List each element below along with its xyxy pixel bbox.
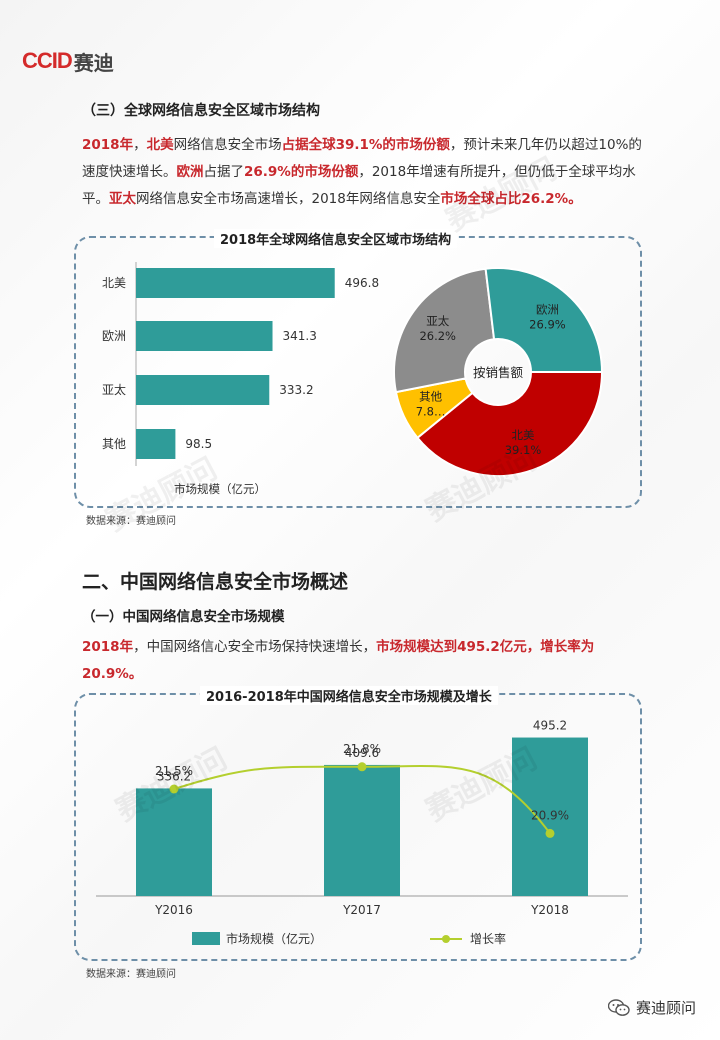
x-tick-label: Y2017	[342, 903, 381, 917]
chart-source-region: 数据来源：赛迪顾问	[86, 516, 176, 527]
axis-label: 市场规模（亿元）	[174, 482, 266, 496]
donut-slice	[393, 267, 496, 394]
bar-data-label: 336.2	[157, 769, 191, 783]
slice-label: 欧洲	[536, 302, 559, 316]
x-tick-label: Y2018	[530, 903, 569, 917]
donut-center-label: 按销售额	[473, 365, 524, 380]
slice-value: 7.8…	[416, 405, 446, 419]
bar	[136, 429, 176, 459]
bar	[136, 375, 270, 405]
highlight-text: 市场规模达到495.2亿元，增长率为20.9%。	[82, 639, 595, 682]
legend-bar-swatch	[192, 932, 220, 945]
line-data-label: 21.8%	[343, 742, 381, 756]
x-tick-label: Y2016	[154, 903, 193, 917]
data-label: 98.5	[185, 437, 212, 451]
wechat-icon	[607, 998, 630, 1016]
slice-label: 其他	[419, 390, 442, 404]
line-data-label: 21.5%	[155, 764, 193, 778]
growth-rate-point	[545, 828, 555, 838]
highlight-text: 欧洲	[176, 164, 204, 180]
data-label: 333.2	[279, 383, 313, 397]
legend-line-label: 增长率	[470, 931, 506, 946]
logo-brand-cn: 赛迪	[73, 50, 114, 75]
donut-slice	[416, 371, 604, 477]
paragraph-text: 网络信息安全市场高速增长，2018年网络信息安全	[136, 191, 441, 207]
bar-data-label: 495.2	[533, 719, 567, 733]
category-label: 亚太	[102, 382, 126, 397]
chart-title-china-size: 2016-2018年中国网络信息安全市场规模及增长	[200, 686, 498, 705]
section-subheading-china-size: （一）中国网络信息安全市场规模	[82, 609, 285, 625]
growth-rate-point	[169, 784, 179, 794]
wechat-account-badge: 赛迪顾问	[607, 997, 696, 1018]
chart-china-bar-line: 336.2 Y2016 409.6 Y2017 495.2 Y2018 21.5% 21.8%…	[96, 719, 628, 946]
category-label: 欧洲	[102, 329, 126, 343]
bar	[136, 268, 335, 298]
category-label: 北美	[102, 276, 126, 290]
section-paragraph-china: 2018年，中国网络信心安全市场保持快速增长，市场规模达到495.2亿元，增长率…	[82, 634, 634, 688]
paragraph-text: 占据了	[203, 164, 245, 180]
ccid-logo: CCID 赛迪	[22, 48, 114, 75]
highlight-text: 2018年	[82, 137, 134, 153]
slice-value: 26.9%	[529, 317, 566, 331]
highlight-text: 亚太	[109, 191, 136, 207]
data-label: 341.3	[283, 329, 317, 343]
bar	[324, 764, 400, 896]
slice-label: 亚太	[426, 314, 449, 328]
donut-slice	[484, 267, 604, 373]
paragraph-text: ，	[133, 137, 147, 153]
bar-data-label: 409.6	[345, 746, 379, 760]
highlight-text: 占据全球39.1%的市场份额	[281, 137, 450, 153]
slice-value: 26.2%	[419, 329, 456, 343]
chart-source-china: 数据来源：赛迪顾问	[86, 969, 176, 980]
chart-title-region-structure: 2018年全球网络信息安全区域市场结构	[214, 229, 458, 248]
category-label: 其他	[102, 437, 126, 451]
paragraph-text: ，2018年增速有所提升，但仍低于全球平均水平。	[82, 164, 636, 207]
legend-line-marker	[442, 935, 450, 943]
wechat-account-name: 赛迪顾问	[635, 999, 696, 1017]
legend-bar-label: 市场规模（亿元）	[226, 931, 322, 946]
slice-value: 39.1%	[505, 443, 542, 457]
highlight-text: 市场全球占比26.2%。	[440, 191, 582, 207]
data-label: 496.8	[345, 276, 379, 290]
bar	[136, 788, 212, 896]
chart-region-bar-and-donut: 北美 496.8欧洲 341.3亚太 333.2其他 98.5市场规模（亿元）北美39.…	[102, 262, 604, 496]
paragraph-text: 网络信息安全市场	[173, 137, 282, 153]
section-heading-china-overview: 二、中国网络信息安全市场概述	[82, 571, 349, 593]
highlight-text: 2018年	[82, 639, 134, 655]
slice-label: 北美	[512, 428, 535, 442]
section-heading-region-structure: （三）全球网络信息安全区域市场结构	[82, 103, 320, 119]
line-data-label: 20.9%	[531, 808, 569, 822]
paragraph-text: ，中国网络信心安全市场保持快速增长，	[133, 639, 377, 655]
paragraph-text: ，预计未来几年仍以超过10%的速度快速增长。	[82, 137, 642, 180]
bar	[136, 321, 273, 351]
logo-brand: CCID	[22, 48, 73, 73]
growth-rate-point	[357, 762, 367, 772]
highlight-text: 26.9%的市场份额	[244, 164, 359, 180]
bar	[512, 737, 588, 896]
highlight-text: 北美	[146, 137, 174, 153]
section-paragraph-region: 2018年，北美网络信息安全市场占据全球39.1%的市场份额，预计未来几年仍以超…	[82, 132, 642, 213]
